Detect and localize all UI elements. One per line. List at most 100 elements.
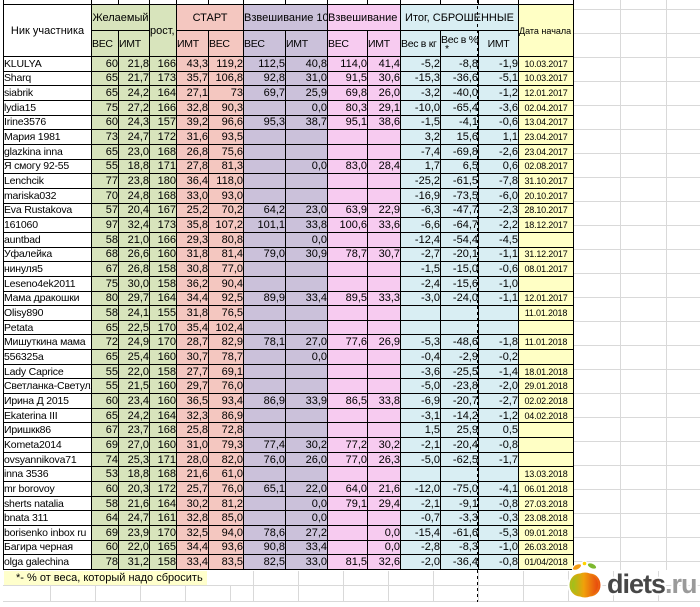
- value-cell[interactable]: 22,0: [118, 539, 150, 556]
- start-date-cell[interactable]: 23.04.2017: [518, 129, 574, 145]
- value-cell[interactable]: [367, 187, 401, 204]
- participant-name-cell[interactable]: siabrik: [3, 85, 92, 101]
- value-cell[interactable]: 160: [149, 378, 177, 395]
- header-group-weigh2[interactable]: Взвешивание 17.04.2018: [327, 4, 401, 31]
- value-cell[interactable]: [327, 173, 368, 189]
- value-cell[interactable]: 82,0: [208, 451, 244, 468]
- value-cell[interactable]: [243, 319, 286, 336]
- value-cell[interactable]: 38,6: [367, 114, 401, 131]
- value-cell[interactable]: 3,2: [400, 129, 441, 145]
- value-cell[interactable]: 15,6: [440, 129, 479, 145]
- value-cell[interactable]: -0,3: [478, 510, 519, 526]
- participant-name-cell[interactable]: mr borovoy: [3, 481, 92, 497]
- value-cell[interactable]: 170: [149, 319, 177, 336]
- value-cell[interactable]: 0,0: [285, 99, 328, 116]
- subheader-weigh1-ves[interactable]: ВЕС: [243, 30, 286, 57]
- value-cell[interactable]: 27,0: [285, 334, 328, 351]
- value-cell[interactable]: 18,8: [118, 466, 150, 483]
- value-cell[interactable]: 53: [91, 466, 119, 483]
- value-cell[interactable]: [367, 510, 401, 526]
- value-cell[interactable]: 27,8: [176, 158, 209, 175]
- start-date-cell[interactable]: 31.12.2017: [518, 246, 574, 263]
- subheader-weigh1-imt[interactable]: ИМТ: [285, 30, 328, 57]
- value-cell[interactable]: 34,4: [176, 290, 209, 307]
- value-cell[interactable]: 114,0: [327, 56, 368, 72]
- value-cell[interactable]: -0,7: [400, 510, 441, 526]
- value-cell[interactable]: 21,6: [176, 466, 209, 483]
- value-cell[interactable]: 77,6: [327, 334, 368, 351]
- value-cell[interactable]: 166: [149, 231, 177, 248]
- value-cell[interactable]: 85,0: [208, 510, 244, 526]
- value-cell[interactable]: -73,5: [440, 187, 479, 204]
- start-date-cell[interactable]: 11.01.2018: [518, 305, 574, 321]
- start-date-cell[interactable]: 28.10.2017: [518, 202, 574, 219]
- value-cell[interactable]: 160: [149, 393, 177, 409]
- value-cell[interactable]: 119,2: [208, 56, 244, 72]
- value-cell[interactable]: 161: [149, 510, 177, 526]
- value-cell[interactable]: 74: [91, 451, 119, 468]
- subheader-weigh2-imt[interactable]: ИМТ: [367, 30, 401, 57]
- value-cell[interactable]: 158: [149, 554, 177, 570]
- participant-name-cell[interactable]: auntbad: [3, 231, 92, 248]
- value-cell[interactable]: 33,8: [367, 393, 401, 409]
- value-cell[interactable]: [243, 261, 286, 277]
- start-date-cell[interactable]: [518, 437, 574, 453]
- value-cell[interactable]: 26,0: [367, 85, 401, 101]
- value-cell[interactable]: -1,7: [478, 451, 519, 468]
- value-cell[interactable]: 26,9: [367, 334, 401, 351]
- value-cell[interactable]: 0,0: [367, 539, 401, 556]
- value-cell[interactable]: -2,7: [478, 393, 519, 409]
- value-cell[interactable]: 83,0: [327, 158, 368, 175]
- value-cell[interactable]: 31,8: [176, 305, 209, 321]
- subheader-total-imt[interactable]: ИМТ: [478, 30, 519, 57]
- value-cell[interactable]: 76,5: [208, 305, 244, 321]
- value-cell[interactable]: -1,0: [478, 275, 519, 292]
- value-cell[interactable]: 97: [91, 217, 119, 233]
- value-cell[interactable]: [285, 129, 328, 145]
- value-cell[interactable]: 107,2: [208, 217, 244, 233]
- value-cell[interactable]: 86,5: [327, 393, 368, 409]
- start-date-cell[interactable]: 11.01.2018: [518, 334, 574, 351]
- start-date-cell[interactable]: 10.03.2017: [518, 56, 574, 72]
- value-cell[interactable]: 33,3: [367, 290, 401, 307]
- value-cell[interactable]: -2,7: [400, 246, 441, 263]
- value-cell[interactable]: 78,7: [208, 349, 244, 365]
- value-cell[interactable]: -1,1: [478, 290, 519, 307]
- value-cell[interactable]: [285, 422, 328, 439]
- participant-name-cell[interactable]: Petata: [3, 319, 92, 336]
- value-cell[interactable]: 77,4: [243, 437, 286, 453]
- value-cell[interactable]: 79,0: [243, 246, 286, 263]
- start-date-cell[interactable]: 20.10.2017: [518, 187, 574, 204]
- value-cell[interactable]: -4,1: [478, 481, 519, 497]
- value-cell[interactable]: -8,8: [440, 56, 479, 72]
- value-cell[interactable]: 81,2: [208, 495, 244, 512]
- value-cell[interactable]: 171: [149, 158, 177, 175]
- participant-name-cell[interactable]: нинуля5: [3, 261, 92, 277]
- value-cell[interactable]: 30,9: [285, 246, 328, 263]
- value-cell[interactable]: 77,0: [208, 261, 244, 277]
- value-cell[interactable]: 33,4: [285, 539, 328, 556]
- value-cell[interactable]: 160: [149, 437, 177, 453]
- value-cell[interactable]: 61,0: [208, 466, 244, 483]
- start-date-cell[interactable]: 23.04.2017: [518, 143, 574, 160]
- start-date-cell[interactable]: [518, 422, 574, 439]
- value-cell[interactable]: 65: [91, 349, 119, 365]
- value-cell[interactable]: [243, 275, 286, 292]
- value-cell[interactable]: 30,0: [118, 275, 150, 292]
- participant-name-cell[interactable]: mariska032: [3, 187, 92, 204]
- value-cell[interactable]: -61,6: [440, 525, 479, 541]
- value-cell[interactable]: 96,6: [208, 114, 244, 131]
- value-cell[interactable]: [327, 187, 368, 204]
- participant-name-cell[interactable]: Мама дракошки: [3, 290, 92, 307]
- value-cell[interactable]: 24,7: [118, 129, 150, 145]
- value-cell[interactable]: 33,0: [176, 187, 209, 204]
- value-cell[interactable]: 102,4: [208, 319, 244, 336]
- value-cell[interactable]: [243, 99, 286, 116]
- value-cell[interactable]: 168: [149, 143, 177, 160]
- value-cell[interactable]: 32,6: [367, 554, 401, 570]
- value-cell[interactable]: 26,3: [367, 451, 401, 468]
- header-height-cm[interactable]: рост, СМ: [149, 4, 177, 57]
- participant-name-cell[interactable]: Уфалейка: [3, 246, 92, 263]
- value-cell[interactable]: 21,5: [118, 378, 150, 395]
- value-cell[interactable]: 25,2: [176, 202, 209, 219]
